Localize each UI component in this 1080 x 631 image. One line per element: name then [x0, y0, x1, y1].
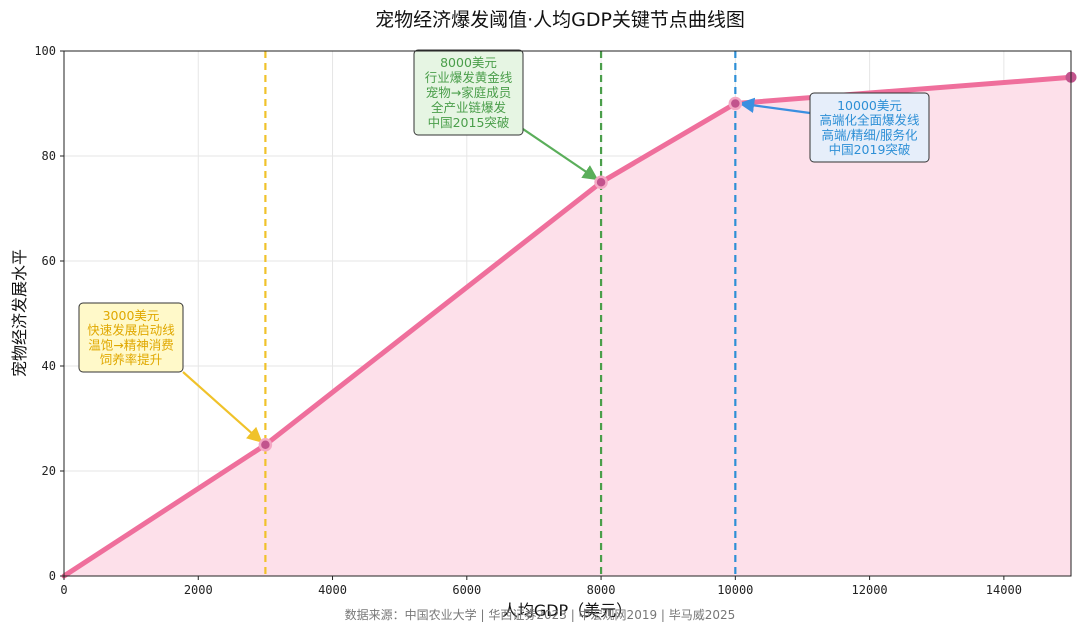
- annotation-0-line-2: 温饱→精神消费: [88, 337, 173, 352]
- x-axis-label: 人均GDP（美元）: [502, 601, 632, 620]
- annotation-1-line-4: 中国2015突破: [428, 115, 510, 130]
- annotation-arrow-2: [738, 97, 811, 115]
- key-point-0: [258, 438, 273, 452]
- chart-title: 宠物经济爆发阈值·人均GDP关键节点曲线图: [375, 9, 745, 31]
- annotation-0-line-3: 饲养率提升: [100, 352, 163, 367]
- y-tick-label-5: 100: [34, 44, 56, 58]
- x-tick-label-7: 14000: [986, 583, 1022, 597]
- annotation-2-line-1: 高端化全面爆发线: [819, 113, 920, 128]
- x-ticks: 0 2000 4000 6000 8000 10000 12000 14000: [60, 576, 1022, 597]
- annotation-1-line-2: 宠物→家庭成员: [426, 85, 511, 100]
- annotation-box-1: [413, 49, 524, 136]
- y-axis-label: 宠物经济发展水平: [10, 249, 29, 377]
- annotation-1-line-3: 全产业链爆发: [431, 100, 507, 115]
- x-tick-label-5: 10000: [717, 583, 753, 597]
- key-point-2: [728, 96, 743, 111]
- y-tick-label-2: 40: [42, 359, 56, 373]
- annotation-0-line-0: 3000美元: [103, 308, 160, 323]
- annotation-box-0: [78, 302, 184, 373]
- annotation-2-line-0: 10000美元: [837, 98, 902, 113]
- plot-frame: [63, 50, 1072, 577]
- annotation-arrow-1: [519, 126, 599, 181]
- y-tick-label-0: 0: [49, 569, 56, 583]
- area-fill: [64, 77, 1071, 577]
- threshold-lines: [264, 51, 737, 576]
- annotation-box-2: [809, 92, 930, 163]
- x-tick-label-6: 12000: [852, 583, 888, 597]
- y-tick-label-4: 80: [42, 149, 56, 163]
- y-tick-label-1: 20: [42, 464, 56, 478]
- key-point-1: [594, 175, 608, 189]
- source-note: 数据来源：中国农业大学 | 华西证券2023 | 中宏观网2019 | 毕马威2…: [345, 607, 736, 622]
- annotation-1-line-0: 8000美元: [440, 55, 497, 70]
- annotation-2-line-2: 高端/精细/服务化: [822, 127, 918, 142]
- annotation-1-line-1: 行业爆发黄金线: [425, 70, 513, 85]
- y-ticks: 0 20 40 60 80 100: [34, 44, 64, 583]
- x-tick-label-4: 8000: [587, 583, 616, 597]
- annotation-arrow-0: [182, 371, 263, 443]
- y-tick-label-3: 60: [42, 254, 56, 268]
- x-tick-label-1: 2000: [184, 583, 213, 597]
- x-tick-label-3: 6000: [452, 583, 481, 597]
- x-tick-label-2: 4000: [318, 583, 347, 597]
- annotation-2-line-3: 中国2019突破: [829, 142, 911, 157]
- x-tick-label-0: 0: [60, 583, 67, 597]
- annotation-0-line-1: 快速发展启动线: [87, 323, 175, 338]
